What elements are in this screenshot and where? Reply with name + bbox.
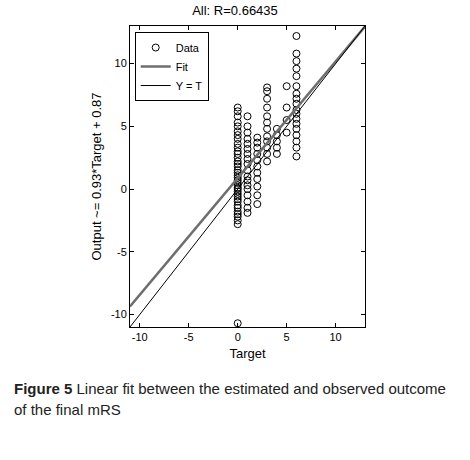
svg-text:0: 0 <box>235 331 241 343</box>
svg-text:10: 10 <box>115 57 127 69</box>
svg-text:10: 10 <box>330 331 342 343</box>
svg-text:5: 5 <box>284 331 290 343</box>
svg-text:Y = T: Y = T <box>176 80 202 92</box>
svg-text:-5: -5 <box>184 331 194 343</box>
svg-text:Output ~= 0.93*Target + 0.87: Output ~= 0.93*Target + 0.87 <box>89 92 104 260</box>
svg-text:Data: Data <box>176 42 200 54</box>
svg-text:-10: -10 <box>132 331 148 343</box>
svg-text:-5: -5 <box>117 246 127 258</box>
svg-text:Fit: Fit <box>176 61 188 73</box>
svg-text:0: 0 <box>121 183 127 195</box>
svg-text:Target: Target <box>229 346 266 361</box>
svg-text:-10: -10 <box>111 308 127 320</box>
svg-text:5: 5 <box>121 120 127 132</box>
html-text:Figure 5 Linear fit between th: Figure 5 Linear fit between the estimate… <box>14 380 446 418</box>
svg-text:All: R=0.66435: All: R=0.66435 <box>192 3 278 18</box>
